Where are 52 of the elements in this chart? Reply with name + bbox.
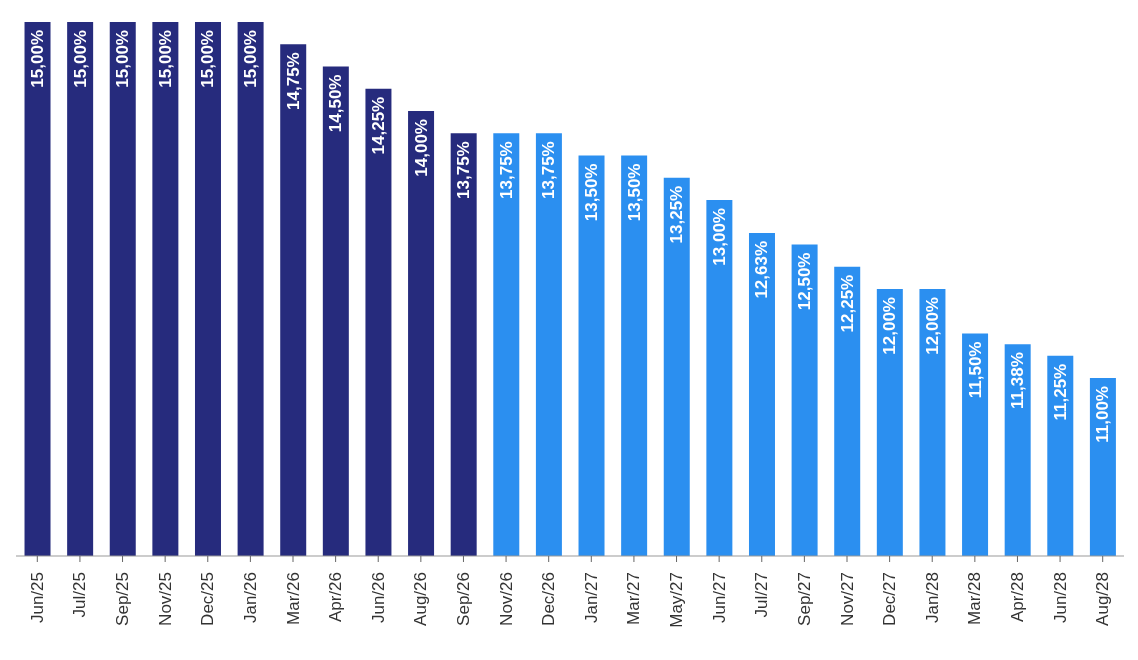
x-tick-label: Nov/26 <box>496 572 516 626</box>
data-label: 15,00% <box>155 30 175 88</box>
data-label: 14,50% <box>326 74 346 133</box>
data-label: 15,00% <box>113 30 133 88</box>
data-label: 15,00% <box>70 30 90 88</box>
x-tick-label: Apr/28 <box>1007 572 1027 623</box>
data-label: 13,75% <box>454 141 474 199</box>
data-label: 13,75% <box>539 141 559 199</box>
data-label: 12,00% <box>880 297 900 355</box>
x-tick-label: Nov/27 <box>837 572 857 626</box>
data-label: 15,00% <box>241 30 261 88</box>
x-tick-label: Mar/27 <box>624 572 644 625</box>
x-tick-label: Nov/25 <box>155 572 175 626</box>
x-tick-label: Sep/26 <box>453 572 473 626</box>
data-label: 12,00% <box>922 297 942 355</box>
x-tick-label: Dec/27 <box>880 572 900 626</box>
x-tick-label: Dec/26 <box>539 572 559 626</box>
data-label: 12,25% <box>837 274 857 333</box>
data-label: 15,00% <box>28 30 48 88</box>
data-label: 12,63% <box>752 240 772 299</box>
x-tick-label: Jan/27 <box>581 572 601 624</box>
x-tick-label: Jul/25 <box>70 572 90 618</box>
data-label: 13,75% <box>496 141 516 199</box>
x-tick-label: Jan/28 <box>922 572 942 624</box>
x-tick-label: Aug/28 <box>1093 572 1113 626</box>
x-tick-label: Jun/27 <box>709 572 729 624</box>
x-tick-label: Jul/27 <box>752 572 772 618</box>
x-tick-label: Sep/25 <box>113 572 133 626</box>
data-label: 11,50% <box>965 341 985 399</box>
data-label: 11,25% <box>1050 363 1070 421</box>
x-tick-label: Jun/28 <box>1050 572 1070 624</box>
x-tick-label: Jan/26 <box>240 572 260 624</box>
x-tick-label: Jun/25 <box>27 572 47 624</box>
data-label: 11,38% <box>1008 352 1028 409</box>
data-label: 13,25% <box>667 185 687 244</box>
data-label: 13,50% <box>624 163 644 222</box>
data-label: 14,25% <box>368 96 388 155</box>
data-label: 11,00% <box>1093 386 1113 443</box>
x-tick-label: Sep/27 <box>794 572 814 626</box>
data-label: 12,50% <box>795 252 815 311</box>
x-tick-label: Dec/25 <box>198 572 218 626</box>
data-label: 13,00% <box>709 208 729 266</box>
x-tick-label: Mar/28 <box>965 572 985 625</box>
data-label: 15,00% <box>198 30 218 88</box>
x-tick-label: May/27 <box>667 572 687 628</box>
x-tick-label: Aug/26 <box>411 572 431 626</box>
data-label: 14,00% <box>411 119 431 177</box>
x-tick-label: Apr/26 <box>326 572 346 623</box>
data-label: 14,75% <box>283 52 303 110</box>
x-tick-label: Jun/26 <box>368 572 388 624</box>
x-tick-label: Mar/26 <box>283 572 303 625</box>
data-label: 13,50% <box>582 163 602 222</box>
